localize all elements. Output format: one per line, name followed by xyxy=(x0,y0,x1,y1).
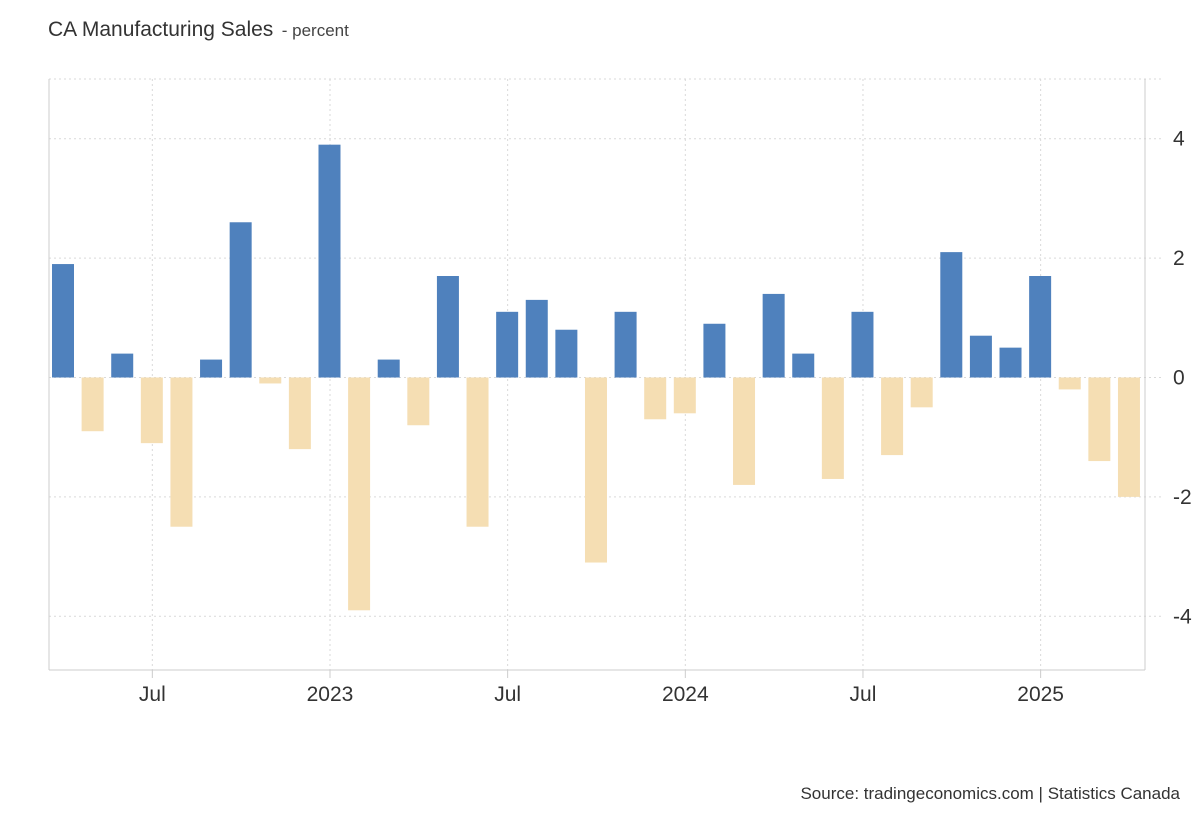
source-attribution: Source: tradingeconomics.com | Statistic… xyxy=(800,784,1180,803)
bar-aug-2024[interactable]: Aug 2024: -1.3 xyxy=(881,377,904,456)
bar-apr-2024[interactable]: Apr 2024: 1.4 xyxy=(762,293,785,378)
y-tick-label: -2 xyxy=(1173,486,1192,509)
chart-title: CA Manufacturing Sales xyxy=(48,18,274,41)
bar-apr-2023[interactable]: Apr 2023: -0.8 xyxy=(407,377,430,426)
bar-feb-2023[interactable]: Feb 2023: -3.9 xyxy=(348,377,371,611)
x-tick-label: Jul xyxy=(139,683,166,706)
bar-may-2023[interactable]: May 2023: 1.7 xyxy=(436,276,459,378)
bar-jan-2024[interactable]: Jan 2024: -0.6 xyxy=(673,377,696,414)
bar-may-2022[interactable]: May 2022: -0.9 xyxy=(81,377,104,432)
bar-mar-2024[interactable]: Mar 2024: -1.8 xyxy=(733,377,756,485)
bar-oct-2024[interactable]: Oct 2024: 2.1 xyxy=(940,252,963,378)
x-tick-label: Jul xyxy=(494,683,521,706)
bar-jan-2025[interactable]: Jan 2025: 1.7 xyxy=(1029,276,1052,378)
bar-jul-2023[interactable]: Jul 2023: 1.1 xyxy=(496,311,519,378)
y-tick-label: 2 xyxy=(1173,247,1185,270)
y-tick-label: 0 xyxy=(1173,366,1185,389)
bar-aug-2022[interactable]: Aug 2022: -2.5 xyxy=(170,377,193,527)
bar-jan-2023[interactable]: Jan 2023: 3.9 xyxy=(318,144,341,378)
bar-sep-2024[interactable]: Sep 2024: -0.5 xyxy=(910,377,933,408)
bar-nov-2024[interactable]: Nov 2024: 0.7 xyxy=(969,335,992,378)
bar-mar-2023[interactable]: Mar 2023: 0.3 xyxy=(377,359,400,378)
bar-nov-2023[interactable]: Nov 2023: 1.1 xyxy=(614,311,637,378)
bar-jun-2024[interactable]: Jun 2024: -1.7 xyxy=(821,377,844,479)
bar-jun-2023[interactable]: Jun 2023: -2.5 xyxy=(466,377,489,527)
bar-nov-2022[interactable]: Nov 2022: -0.1 xyxy=(259,377,282,384)
bar-feb-2024[interactable]: Feb 2024: 0.9 xyxy=(703,323,726,378)
bar-dec-2023[interactable]: Dec 2023: -0.7 xyxy=(644,377,667,420)
x-tick-label: 2025 xyxy=(1017,683,1064,706)
chart-title-row: CA Manufacturing Sales - percent xyxy=(48,18,349,42)
bar-oct-2023[interactable]: Oct 2023: -3.1 xyxy=(584,377,607,563)
bar-jul-2022[interactable]: Jul 2022: -1.1 xyxy=(140,377,163,444)
bar-jul-2024[interactable]: Jul 2024: 1.1 xyxy=(851,311,874,378)
bar-feb-2025[interactable]: Feb 2025: -0.2 xyxy=(1058,377,1081,390)
bar-oct-2022[interactable]: Oct 2022: 2.6 xyxy=(229,222,252,378)
bar-sep-2023[interactable]: Sep 2023: 0.8 xyxy=(555,329,578,378)
bar-apr-2025[interactable]: Apr 2025: -2 xyxy=(1117,377,1140,497)
bar-dec-2022[interactable]: Dec 2022: -1.2 xyxy=(288,377,311,450)
x-tick-label: 2024 xyxy=(662,683,709,706)
x-tick-label: Jul xyxy=(850,683,877,706)
bar-apr-2022[interactable]: Apr 2022: 1.9 xyxy=(52,264,74,378)
y-tick-label: -4 xyxy=(1173,605,1192,628)
bar-aug-2023[interactable]: Aug 2023: 1.3 xyxy=(525,299,548,378)
bar-mar-2025[interactable]: Mar 2025: -1.4 xyxy=(1088,377,1111,462)
x-tick-label: 2023 xyxy=(307,683,354,706)
bar-may-2024[interactable]: May 2024: 0.4 xyxy=(792,353,815,378)
y-tick-label: 4 xyxy=(1173,128,1185,151)
chart-subtitle: - percent xyxy=(281,21,349,40)
bar-jun-2022[interactable]: Jun 2022: 0.4 xyxy=(111,353,134,378)
bar-dec-2024[interactable]: Dec 2024: 0.5 xyxy=(999,347,1022,378)
bar-sep-2022[interactable]: Sep 2022: 0.3 xyxy=(200,359,223,378)
axis-layer: 4 2 0 -2 -4 Jul 2023 Jul 2024 Jul 2025 xyxy=(48,79,1192,706)
bar-layer: Apr 2022: 1.9 May 2022: -0.9 Jun 2022: 0.4… xyxy=(52,144,1140,611)
